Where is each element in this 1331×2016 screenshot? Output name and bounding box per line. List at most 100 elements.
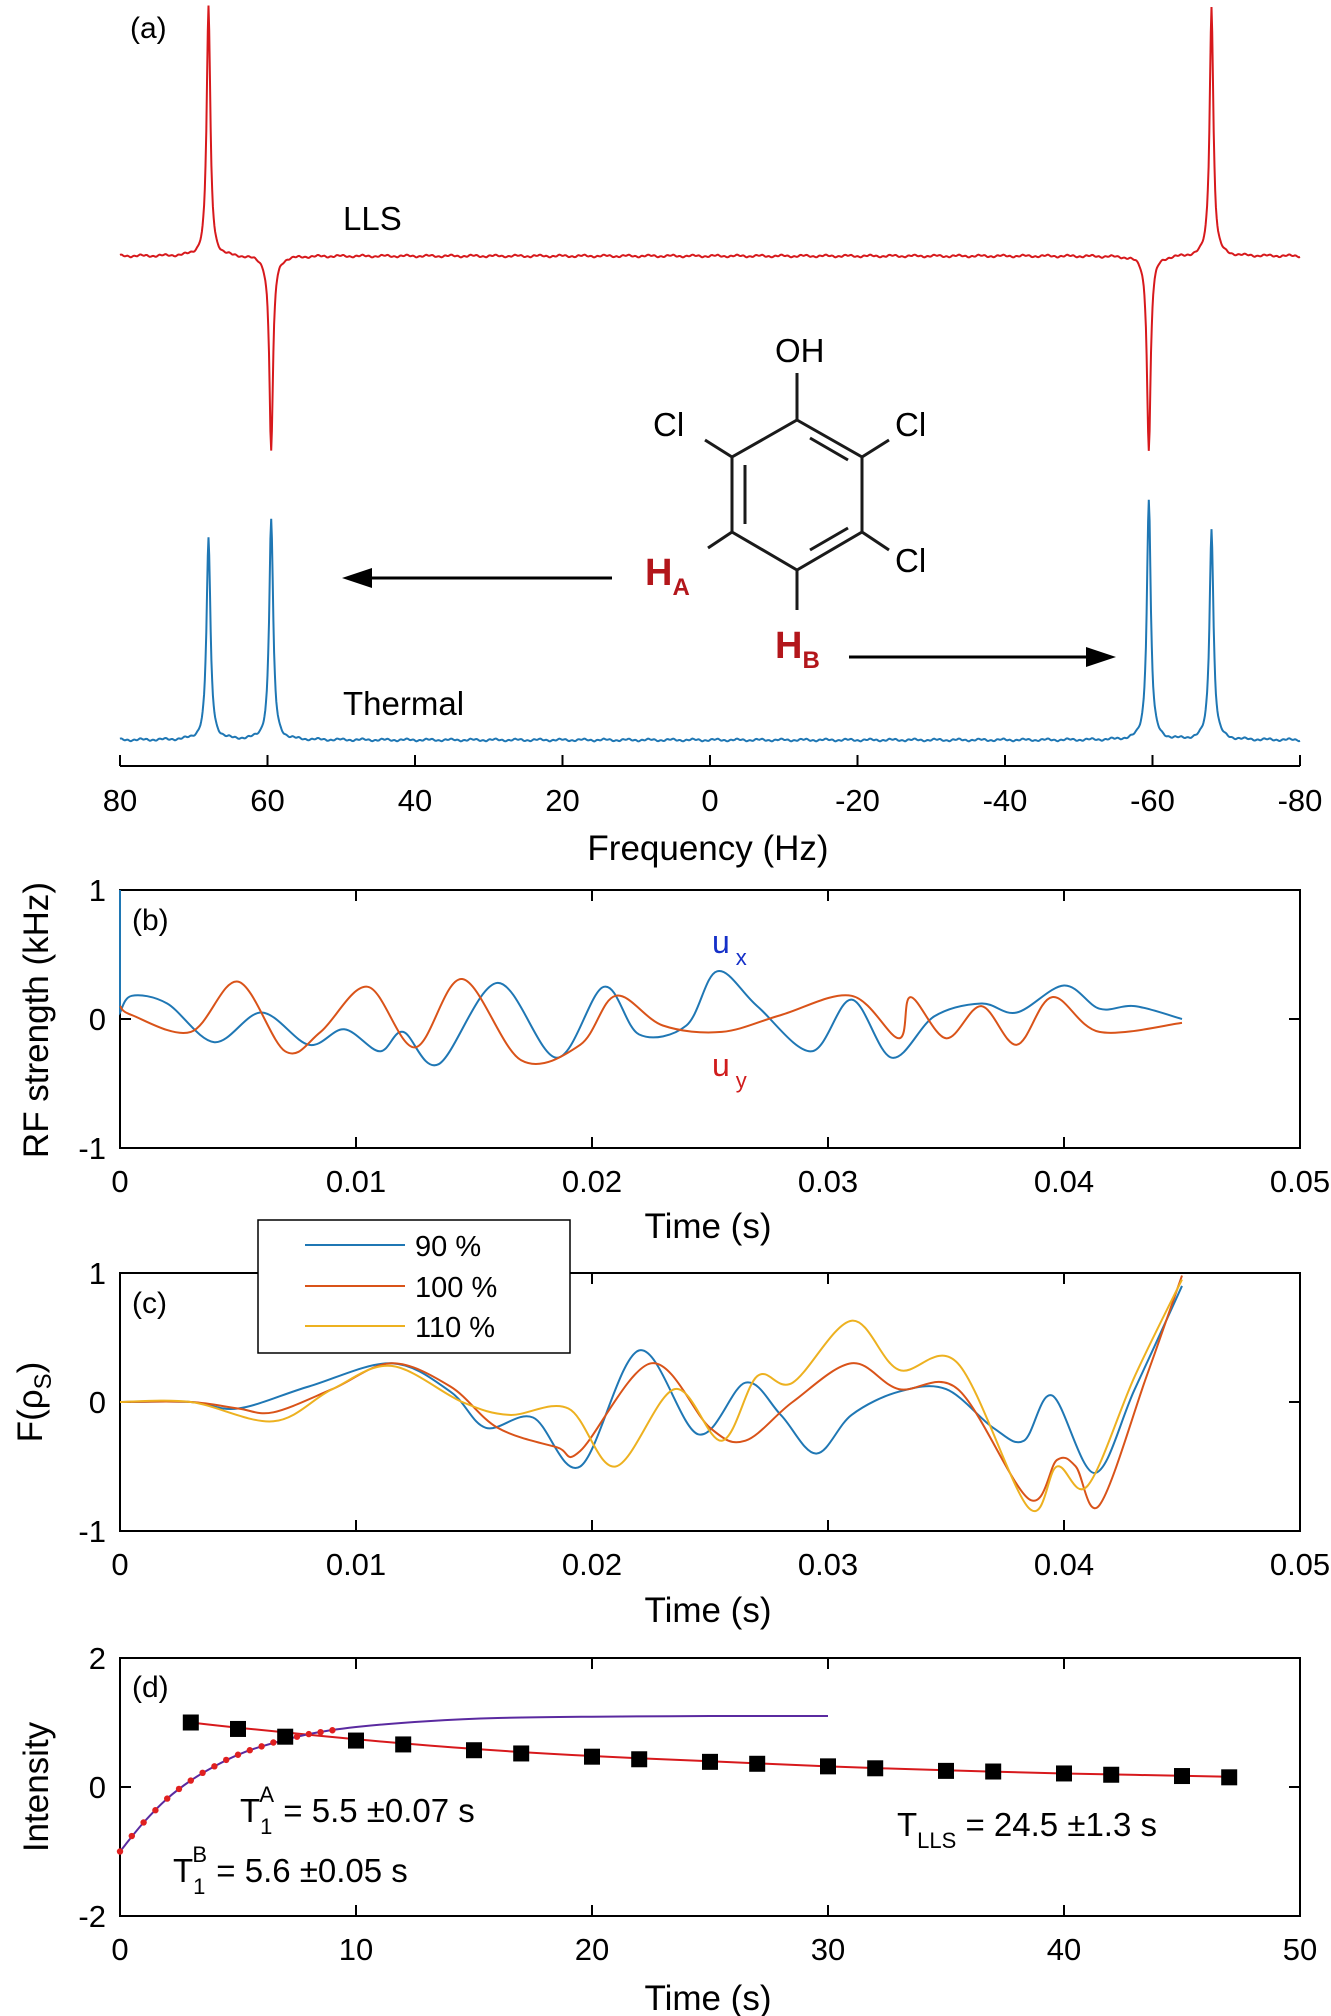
t1-recovery-point xyxy=(175,1785,183,1793)
lls-data-point xyxy=(867,1760,884,1777)
bond-ha xyxy=(707,530,733,550)
x-tick-label: 20 xyxy=(545,783,579,818)
x-tick-label: -80 xyxy=(1278,783,1323,818)
y-tick-label: -1 xyxy=(78,1131,106,1166)
bond-cl-left xyxy=(704,438,733,459)
molecule-structure xyxy=(704,373,890,610)
x-axis-ticks: 80 60 40 20 0 -20 -40 -60 -80 xyxy=(103,755,1323,818)
t1-recovery-point xyxy=(128,1832,135,1840)
y-axis-label: Intensity xyxy=(17,1721,56,1852)
y-tick-label: 0 xyxy=(89,1770,106,1805)
y-tick-label: 1 xyxy=(89,873,106,908)
legend-label-90: 90 % xyxy=(415,1231,481,1263)
lls-data-point xyxy=(584,1748,600,1765)
t1b-annotation: T1B = 5.6 ±0.05 s xyxy=(173,1842,408,1899)
x-tick-label: 40 xyxy=(398,783,432,818)
lls-data-point xyxy=(1056,1765,1072,1782)
lls-data-point xyxy=(985,1763,1002,1780)
x-tick-label: 0.01 xyxy=(326,1547,386,1582)
panel-d-label: (d) xyxy=(132,1671,169,1704)
t1a-annotation: T1A = 5.5 ±0.07 s xyxy=(240,1782,475,1839)
t1-recovery-point xyxy=(234,1751,242,1758)
series-90-line xyxy=(119,1285,1183,1475)
ring-double-bond xyxy=(809,526,849,552)
lls-data-point xyxy=(466,1742,482,1759)
legend-label-110: 110 % xyxy=(415,1312,495,1344)
uy-pulse-line xyxy=(119,978,1183,1065)
x-tick-label: 80 xyxy=(103,783,137,818)
x-tick-label: 50 xyxy=(1283,1932,1317,1967)
tlls-annotation: TLLS = 24.5 ±1.3 s xyxy=(897,1806,1157,1853)
t1-recovery-point xyxy=(199,1769,206,1777)
x-tick-label: -20 xyxy=(835,783,880,818)
x-tick-label: 0.03 xyxy=(798,1547,858,1582)
lls-data-point xyxy=(348,1732,364,1749)
lls-data-point xyxy=(1103,1766,1120,1783)
lls-data-point xyxy=(702,1753,718,1770)
lls-series-label: LLS xyxy=(343,200,402,237)
x-axis-label: Time (s) xyxy=(644,1207,771,1246)
lls-data-point xyxy=(277,1728,294,1745)
ring-double-bond xyxy=(809,436,849,462)
x-tick-label: 0 xyxy=(701,783,718,818)
lls-data-point xyxy=(820,1758,836,1775)
cl-label-left: Cl xyxy=(653,406,684,443)
x-axis-label: Time (s) xyxy=(644,1979,771,2016)
x-tick-label: 0.02 xyxy=(562,1164,622,1199)
t1-recovery-line xyxy=(119,1714,829,1853)
x-tick-label: -60 xyxy=(1130,783,1175,818)
lls-data-point xyxy=(513,1745,530,1762)
lls-data-point xyxy=(1174,1768,1190,1785)
cl-label-right: Cl xyxy=(895,406,926,443)
lls-data-point xyxy=(631,1751,648,1768)
x-tick-label: 0 xyxy=(111,1164,128,1199)
y-tick-label: 0 xyxy=(89,1385,106,1420)
x-tick-label: 60 xyxy=(250,783,284,818)
proton-b-label: HB xyxy=(775,625,820,674)
lls-data-point xyxy=(395,1736,412,1753)
panel-c-label: (c) xyxy=(132,1287,167,1320)
x-tick-label: 0.05 xyxy=(1270,1547,1330,1582)
t1-recovery-point xyxy=(140,1819,147,1826)
t1-recovery-point xyxy=(329,1727,336,1734)
x-axis-label: Time (s) xyxy=(644,1591,771,1630)
y-tick-label: 0 xyxy=(89,1002,106,1037)
y-tick-label: 1 xyxy=(89,1256,106,1291)
t1-recovery-point xyxy=(293,1733,301,1740)
x-tick-label: 0.05 xyxy=(1270,1164,1330,1199)
oh-label: OH xyxy=(775,332,825,369)
panel-a: (a) LLS Thermal OH Cl Cl Cl HA HB xyxy=(103,5,1323,868)
t1-recovery-point xyxy=(258,1743,265,1750)
lls-data-point xyxy=(230,1720,246,1737)
thermal-series-label: Thermal xyxy=(343,685,464,722)
t1-recovery-point xyxy=(270,1739,277,1746)
bond-cl-right xyxy=(861,438,890,459)
arrow-right xyxy=(849,647,1116,667)
lls-data-point xyxy=(749,1755,766,1772)
t1-recovery-point xyxy=(164,1795,171,1802)
lls-spectrum-line xyxy=(119,5,1301,451)
lls-fit-line xyxy=(190,1721,1230,1778)
x-tick-label: -40 xyxy=(983,783,1028,818)
series-110-line xyxy=(119,1279,1183,1512)
t1-recovery-point xyxy=(211,1763,218,1770)
x-tick-label: 30 xyxy=(811,1932,845,1967)
thermal-spectrum-line xyxy=(119,499,1301,743)
y-axis-label: F(ρS) xyxy=(11,1362,57,1443)
t1-recovery-point xyxy=(187,1777,194,1784)
x-tick-label: 0 xyxy=(111,1932,128,1967)
x-axis-label: Frequency (Hz) xyxy=(587,829,828,868)
x-tick-label: 0 xyxy=(111,1547,128,1582)
t1-recovery-point xyxy=(305,1730,312,1738)
y-tick-label: 2 xyxy=(89,1641,106,1676)
cl-label-lower: Cl xyxy=(895,542,926,579)
x-tick-label: 0.03 xyxy=(798,1164,858,1199)
lls-data-point xyxy=(938,1762,954,1779)
x-tick-label: 10 xyxy=(339,1932,373,1967)
